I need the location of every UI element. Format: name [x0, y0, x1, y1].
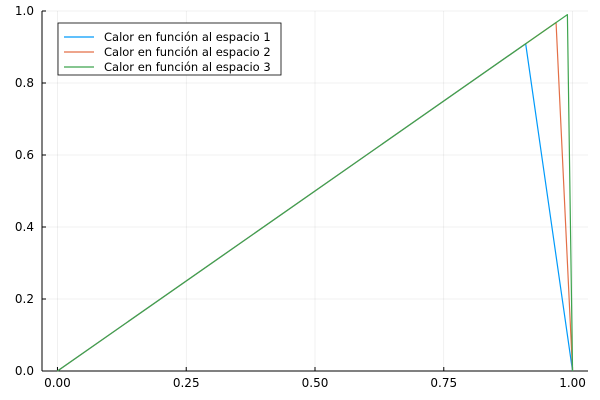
- series-line-3: [57, 14, 574, 372]
- y-tick-label: 0.2: [15, 292, 34, 306]
- x-tick-label: 0.75: [430, 376, 457, 390]
- tick-labels: 0.00 0.25 0.50 0.75 1.00 0.0 0.2 0.4 0.6 0.8 1.0: [15, 4, 586, 390]
- y-tick-label: 0.8: [15, 76, 34, 90]
- legend-label-1: Calor en función al espacio 1: [104, 30, 271, 44]
- y-tick-label: 0.4: [15, 220, 34, 234]
- x-tick-label: 1.00: [559, 376, 586, 390]
- legend-label-2: Calor en función al espacio 2: [104, 45, 271, 59]
- y-tick-label: 0.0: [15, 364, 34, 378]
- series: [57, 14, 574, 372]
- y-tick-label: 0.6: [15, 148, 34, 162]
- legend-label-3: Calor en función al espacio 3: [104, 60, 271, 74]
- legend-box: [57, 22, 282, 76]
- x-tick-label: 0.00: [44, 376, 71, 390]
- y-tick-label: 1.0: [15, 4, 34, 18]
- x-tick-label: 0.50: [302, 376, 329, 390]
- x-tick-label: 0.25: [173, 376, 200, 390]
